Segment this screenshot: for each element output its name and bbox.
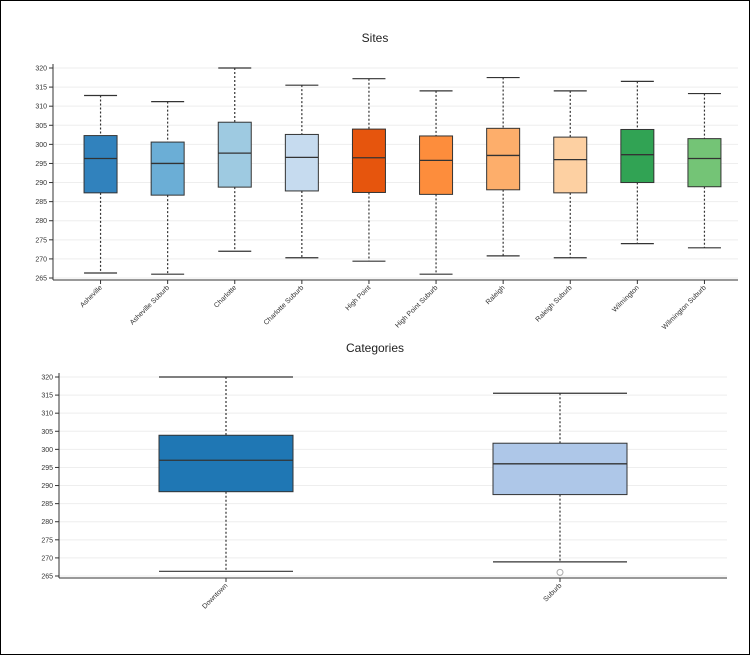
box-downtown (158, 376, 294, 572)
y-tick-label: 295 (35, 161, 47, 168)
y-tick-label: 290 (41, 483, 53, 490)
y-tick-label: 315 (35, 85, 47, 92)
x-axis: Downtown Suburb (59, 577, 727, 611)
x-tick-label: Raleigh Suburb (535, 284, 574, 323)
x-tick-label: Charlotte Suburb (263, 284, 305, 326)
y-tick-label: 265 (35, 276, 47, 283)
y-tick-label: 300 (35, 142, 47, 149)
y-tick-label: 290 (35, 180, 47, 187)
x-tick-label: Asheville Suburb (129, 284, 171, 326)
x-tick-label: Downtown (201, 582, 229, 610)
boxes (83, 67, 722, 275)
iqr-box (553, 136, 588, 194)
y-tick-label: 275 (35, 237, 47, 244)
y-tick-label: 300 (41, 447, 53, 454)
y-tick-label: 315 (41, 393, 53, 400)
categories-box-plot: 265 270 275 280 285 290 295 300 305 310 315 320 Down… (41, 373, 727, 611)
y-tick-label: 295 (41, 465, 53, 472)
box-charlotte-suburb (284, 84, 319, 259)
x-tick-label: High Point Suburb (394, 284, 439, 329)
y-tick-label: 285 (41, 501, 53, 508)
y-tick-label: 310 (35, 104, 47, 111)
y-tick-label: 270 (41, 555, 53, 562)
box-asheville-suburb (150, 100, 185, 275)
sites-box-plot: 265 270 275 280 285 290 295 300 305 310 315 320 Ashe… (35, 64, 738, 330)
iqr-box (492, 442, 628, 496)
y-tick-label: 270 (35, 256, 47, 263)
box-raleigh-suburb (553, 90, 588, 259)
box-wilmington (620, 80, 655, 245)
iqr-box (284, 133, 319, 192)
iqr-box (419, 135, 454, 195)
x-tick-label: High Point (345, 284, 373, 312)
box-asheville (83, 94, 118, 274)
x-tick-label: Suburb (542, 582, 563, 603)
x-tick-label: Raleigh (485, 284, 507, 306)
y-axis: 265 270 275 280 285 290 295 300 305 310 315 320 (41, 373, 60, 581)
box-raleigh (486, 76, 521, 257)
y-axis: 265 270 275 280 285 290 295 300 305 310 315 320 (35, 64, 54, 283)
iqr-box (486, 127, 521, 191)
x-tick-label: Charlotte (213, 284, 238, 309)
sites-chart-title: Sites (361, 31, 389, 45)
y-tick-label: 280 (35, 218, 47, 225)
iqr-box (83, 135, 118, 194)
box-high-point-suburb (419, 90, 454, 275)
x-tick-label: Asheville (79, 284, 104, 309)
x-axis: Asheville Asheville Suburb Charlotte Charlo… (53, 279, 738, 330)
y-tick-label: 285 (35, 199, 47, 206)
y-tick-label: 305 (35, 123, 47, 130)
y-tick-label: 280 (41, 519, 53, 526)
box-suburb (492, 392, 628, 576)
iqr-box (620, 128, 655, 184)
x-tick-label: Wilmington (611, 284, 641, 314)
iqr-box (687, 138, 722, 188)
categories-chart-title: Categories (345, 341, 405, 355)
y-tick-label: 320 (41, 375, 53, 382)
y-tick-label: 310 (41, 411, 53, 418)
y-tick-label: 320 (35, 66, 47, 73)
box-high-point (351, 78, 386, 262)
y-tick-label: 265 (41, 574, 53, 581)
boxes (158, 376, 628, 576)
iqr-box (217, 121, 252, 188)
box-charlotte (217, 67, 252, 252)
x-tick-label: Wilmington Suburb (661, 284, 708, 330)
iqr-box (150, 141, 185, 196)
iqr-box (158, 434, 294, 493)
y-tick-label: 305 (41, 429, 53, 436)
box-wilmington-suburb (687, 92, 722, 249)
iqr-box (351, 128, 386, 193)
outlier-point (556, 568, 564, 576)
y-tick-label: 275 (41, 537, 53, 544)
